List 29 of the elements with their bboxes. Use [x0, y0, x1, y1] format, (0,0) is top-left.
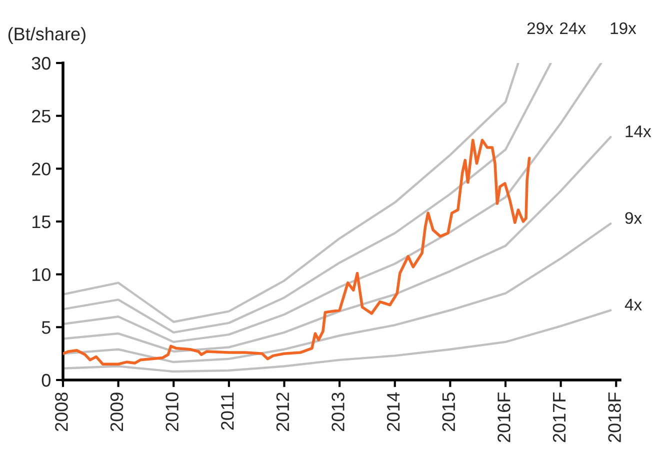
y-axis-title: (Bt/share) [8, 27, 86, 44]
series-label: 9x [625, 212, 642, 224]
series-label: 4x [624, 298, 642, 310]
x-tick-label: 2011 [221, 392, 234, 430]
series-label: 24x [560, 22, 586, 34]
x-tick-label: 2009 [110, 392, 124, 432]
x-tick-label: 2013 [332, 392, 344, 432]
series-label: 14x [626, 126, 652, 138]
series-label: 19x [610, 22, 636, 34]
line-series [63, 138, 531, 366]
x-tick-label: 2008 [55, 392, 68, 432]
y-tick-label: 20 [32, 162, 50, 176]
line-series [63, 222, 612, 364]
y-tick-label: 15 [32, 216, 50, 228]
x-tick-label: 2018F [608, 392, 621, 442]
x-tick-label: 2017F [552, 392, 566, 442]
x-tick-label: 2010 [166, 392, 178, 432]
x-tick-label: 2016F [498, 392, 510, 442]
y-tick-label: 0 [42, 374, 50, 387]
y-tick-label: 10 [32, 268, 50, 282]
y-tick-label: 5 [42, 321, 50, 334]
y-tick-label: 30 [32, 56, 50, 70]
x-tick-label: 2014 [386, 392, 400, 432]
line-series [63, 309, 612, 373]
y-tick-label: 25 [32, 110, 50, 123]
x-tick-label: 2012 [276, 392, 290, 432]
line-series [63, 136, 612, 353]
series-label: 29x [527, 22, 554, 34]
x-tick-label: 2015 [442, 392, 456, 432]
